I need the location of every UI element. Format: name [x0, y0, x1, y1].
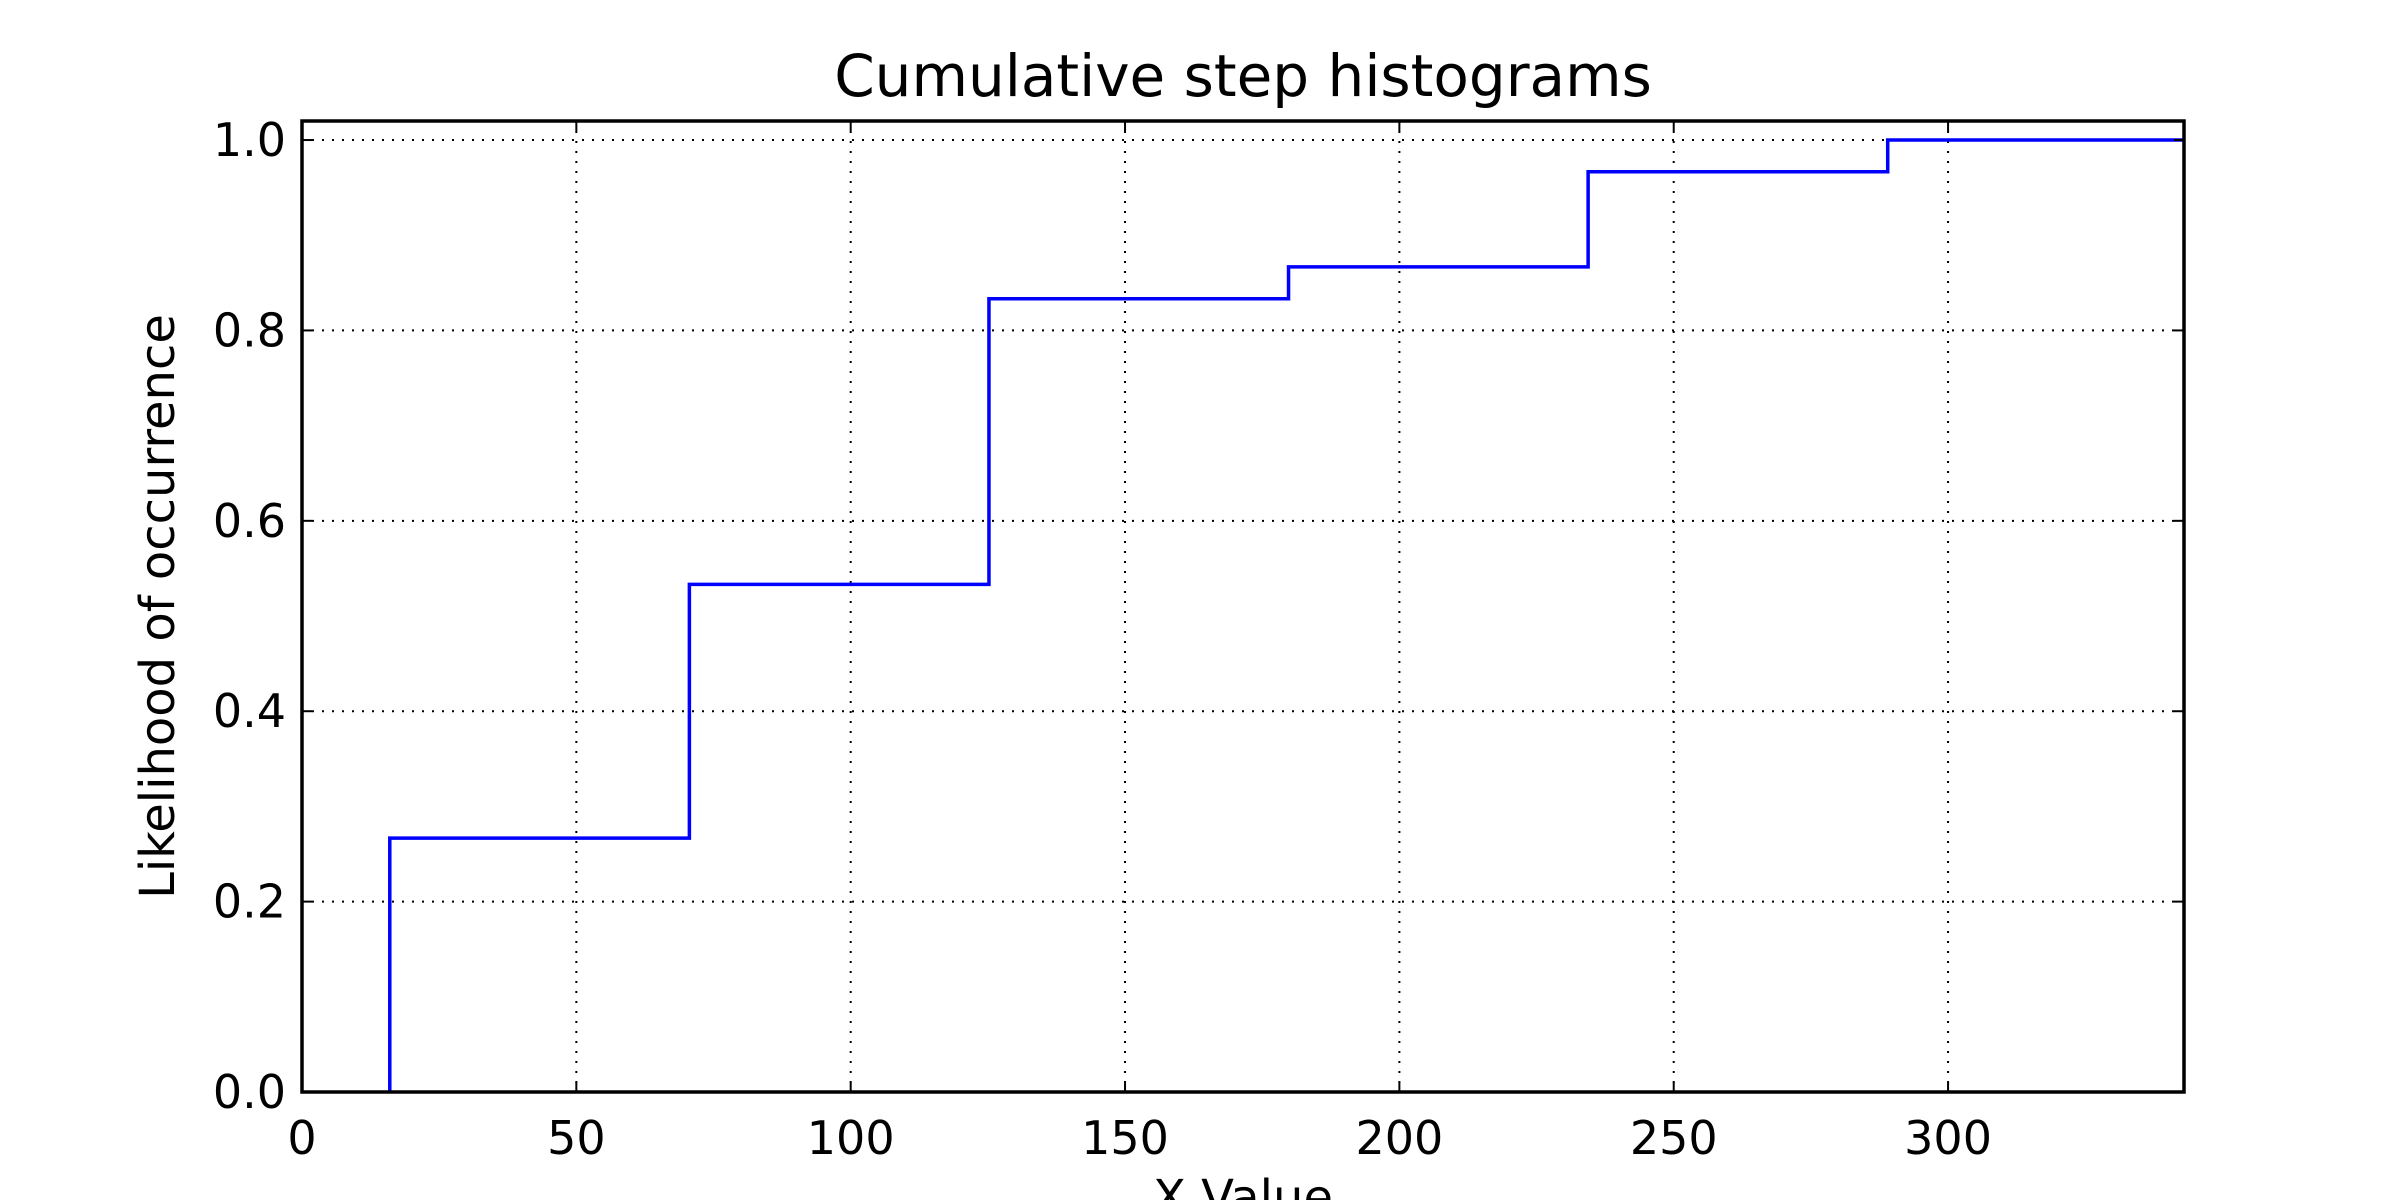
y-tick-label: 0.0: [213, 1065, 286, 1119]
x-tick-label: 300: [1904, 1111, 1992, 1165]
plot-frame: [300, 119, 2186, 1094]
y-tick-label: 0.6: [213, 494, 286, 548]
chart-title: Cumulative step histograms: [834, 42, 1652, 110]
x-tick-label: 50: [547, 1111, 606, 1165]
x-tick-label: 150: [1081, 1111, 1169, 1165]
cumulative-step-line: [388, 138, 2184, 1092]
x-tick-label: 100: [807, 1111, 895, 1165]
x-axis-label: X Value: [1153, 1170, 1333, 1200]
series-layer: [388, 138, 2184, 1092]
x-tick-label: 200: [1355, 1111, 1443, 1165]
y-tick-label: 0.8: [213, 303, 286, 357]
y-tick-label: 0.4: [213, 684, 286, 738]
y-tick-label: 1.0: [213, 113, 286, 167]
grid-lines: [302, 121, 2184, 1092]
y-tick-labels: 0.0 0.2 0.4 0.6 0.8 1.0: [213, 113, 286, 1119]
y-tick-label: 0.2: [213, 875, 286, 929]
x-tick-label: 0: [287, 1111, 316, 1165]
x-tick-labels: 0 50 100 150 200 250 300: [287, 1111, 1992, 1165]
y-axis-label: Likelihood of occurrence: [130, 314, 186, 899]
x-tick-label: 250: [1630, 1111, 1718, 1165]
tick-marks: [301, 121, 2184, 1093]
